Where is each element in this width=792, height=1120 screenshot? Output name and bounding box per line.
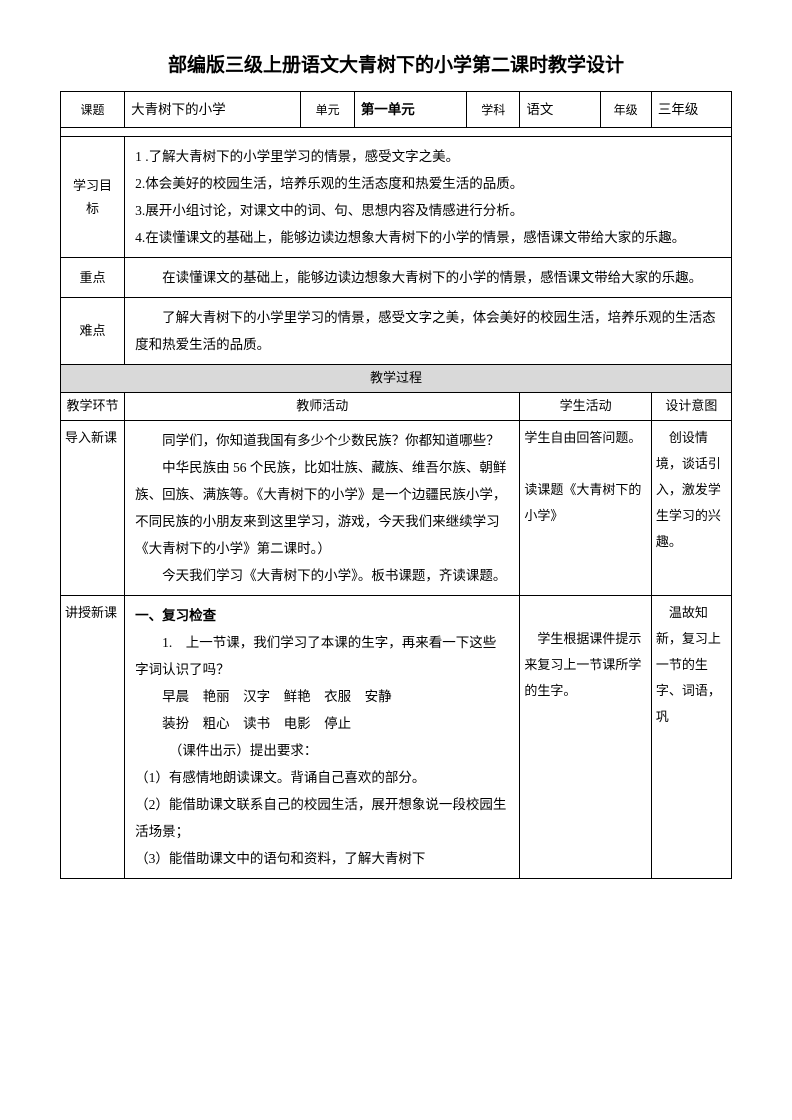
subject-label: 学科	[467, 92, 520, 128]
process-row: 导入新课 同学们，你知道我国有多少个少数民族？你都知道哪些？ 中华民族由 56 …	[61, 420, 732, 595]
keypoint-row: 重点 在读懂课文的基础上，能够边读边想象大青树下的小学的情景，感悟课文带给大家的…	[61, 258, 732, 298]
keypoint-label: 重点	[61, 258, 125, 298]
student-cell: 学生根据课件提示来复习上一节课所学的生字。	[520, 595, 651, 878]
grade-value: 三年级	[651, 92, 731, 128]
process-header-row: 教学过程	[61, 365, 732, 393]
subject-value: 语文	[520, 92, 600, 128]
teacher-body: 1. 上一节课，我们学习了本课的生字，再来看一下这些字词认识了吗？ 早晨 艳丽 …	[135, 629, 509, 872]
unit-value: 第一单元	[354, 92, 466, 128]
difficulty-row: 难点 了解大青树下的小学里学习的情景，感受文字之美，体会美好的校园生活，培养乐观…	[61, 298, 732, 365]
grade-label: 年级	[600, 92, 651, 128]
col-student: 学生活动	[520, 392, 651, 420]
process-row: 讲授新课 一、复习检查 1. 上一节课，我们学习了本课的生字，再来看一下这些字词…	[61, 595, 732, 878]
phase-cell: 导入新课	[61, 420, 125, 595]
student-cell: 学生自由回答问题。 读课题《大青树下的小学》	[520, 420, 651, 595]
keypoint-content: 在读懂课文的基础上，能够边读边想象大青树下的小学的情景，感悟课文带给大家的乐趣。	[125, 258, 732, 298]
intent-cell: 温故知新，复习上一节的生字、词语，巩	[651, 595, 731, 878]
process-header: 教学过程	[61, 365, 732, 393]
difficulty-content: 了解大青树下的小学里学习的情景，感受文字之美，体会美好的校园生活，培养乐观的生活…	[125, 298, 732, 365]
objectives-content: 1 .了解大青树下的小学里学习的情景，感受文字之美。 2.体会美好的校园生活，培…	[125, 137, 732, 258]
objective-item: 4.在读懂课文的基础上，能够边读边想象大青树下的小学的情景，感悟课文带给大家的乐…	[135, 224, 721, 251]
spacer-row	[61, 128, 732, 137]
lesson-plan-table: 课题 大青树下的小学 单元 第一单元 学科 语文 年级 三年级 学习目标 1 .…	[60, 91, 732, 879]
objectives-row: 学习目标 1 .了解大青树下的小学里学习的情景，感受文字之美。 2.体会美好的校…	[61, 137, 732, 258]
difficulty-label: 难点	[61, 298, 125, 365]
unit-label: 单元	[301, 92, 354, 128]
teacher-cell: 同学们，你知道我国有多少个少数民族？你都知道哪些？ 中华民族由 56 个民族，比…	[125, 420, 520, 595]
header-row: 课题 大青树下的小学 单元 第一单元 学科 语文 年级 三年级	[61, 92, 732, 128]
objective-item: 2.体会美好的校园生活，培养乐观的生活态度和热爱生活的品质。	[135, 170, 721, 197]
objective-item: 3.展开小组讨论，对课文中的词、句、思想内容及情感进行分析。	[135, 197, 721, 224]
process-cols-row: 教学环节 教师活动 学生活动 设计意图	[61, 392, 732, 420]
phase-cell: 讲授新课	[61, 595, 125, 878]
topic-value: 大青树下的小学	[125, 92, 301, 128]
teacher-heading: 一、复习检查	[135, 602, 509, 629]
objectives-label: 学习目标	[61, 137, 125, 258]
teacher-cell: 一、复习检查 1. 上一节课，我们学习了本课的生字，再来看一下这些字词认识了吗？…	[125, 595, 520, 878]
col-phase: 教学环节	[61, 392, 125, 420]
col-intent: 设计意图	[651, 392, 731, 420]
col-teacher: 教师活动	[125, 392, 520, 420]
intent-cell: 创设情境，谈话引入，激发学生学习的兴趣。	[651, 420, 731, 595]
objective-item: 1 .了解大青树下的小学里学习的情景，感受文字之美。	[135, 143, 721, 170]
topic-label: 课题	[61, 92, 125, 128]
page-title: 部编版三级上册语文大青树下的小学第二课时教学设计	[60, 50, 732, 77]
